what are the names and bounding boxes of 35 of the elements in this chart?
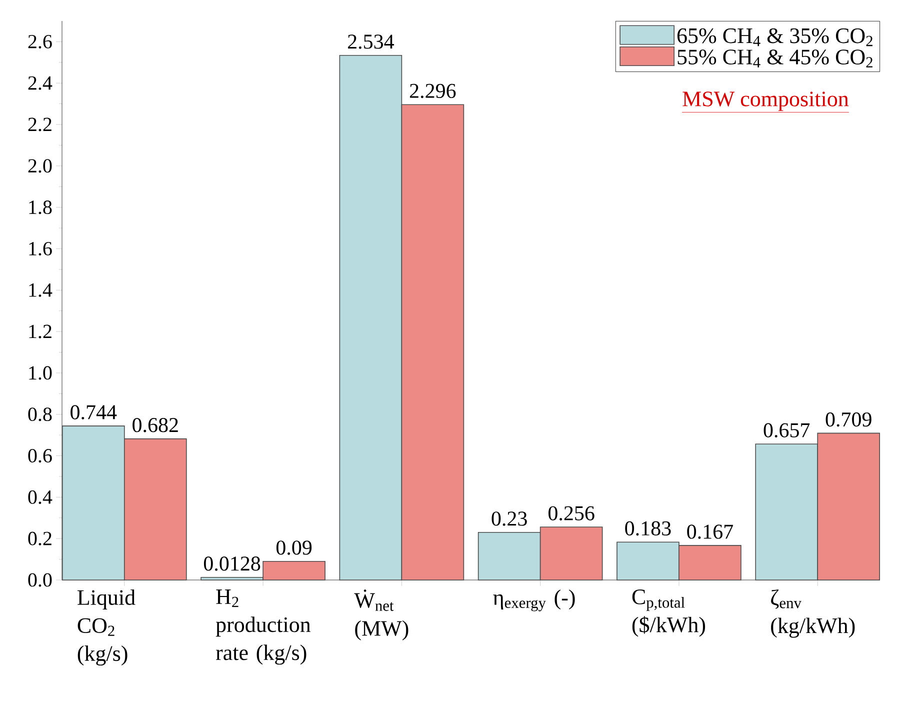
annotation: MSW composition: [682, 92, 849, 111]
data-label: 0.657: [764, 423, 810, 438]
x-tick-label: η$_{exergy}$ (-): [493, 590, 575, 612]
data-label: 0.09: [276, 540, 312, 555]
x-tick-label: ζ$_{env}$ (kg/kWh): [771, 590, 855, 638]
x-tick-label: C$_{p,total}$ ($/kWh): [632, 590, 706, 637]
x-tick-label: Liquid CO$_{2}$ (kg/s): [78, 590, 136, 666]
data-label: 0.167: [687, 524, 733, 539]
y-tick-label: 1.4: [29, 283, 52, 297]
y-tick-label: 0.6: [28, 448, 52, 463]
y-tick-label: 0.0: [28, 573, 52, 587]
y-tick-label: 1.6: [29, 242, 52, 256]
data-label: 0.709: [826, 412, 872, 427]
y-tick-label: 2.2: [28, 118, 52, 132]
data-label: 0.0128: [204, 556, 260, 571]
data-label: 0.682: [132, 418, 178, 432]
y-tick-label: 2.4: [28, 76, 52, 90]
data-label: 2.296: [410, 84, 456, 98]
legend-label: 55% CH$_{4}$ & 45% CO$_{2}$: [678, 50, 872, 68]
y-tick-label: 1.8: [29, 200, 52, 214]
data-label: 0.256: [548, 506, 594, 520]
x-tick-label: H$_{2}$ production rate (kg/s): [216, 590, 311, 665]
y-tick-label: 1.0: [29, 366, 52, 380]
data-label: 0.744: [70, 405, 117, 420]
x-tick-label: Ẇ$_{net}$ (MW): [354, 590, 408, 640]
data-label: 0.23: [492, 512, 527, 526]
data-label: 0.183: [625, 521, 671, 536]
y-tick-label: 1.2: [29, 324, 52, 338]
legend-label: 65% CH$_{4}$ & 35% CO$_{2}$: [677, 28, 872, 46]
data-label: 2.534: [348, 34, 394, 49]
y-tick-label: 0.4: [28, 490, 52, 504]
y-tick-label: 0.8: [28, 408, 52, 422]
y-tick-label: 2.6: [28, 34, 52, 48]
y-tick-label: 0.2: [28, 532, 52, 546]
y-tick-label: 2.0: [28, 159, 52, 173]
